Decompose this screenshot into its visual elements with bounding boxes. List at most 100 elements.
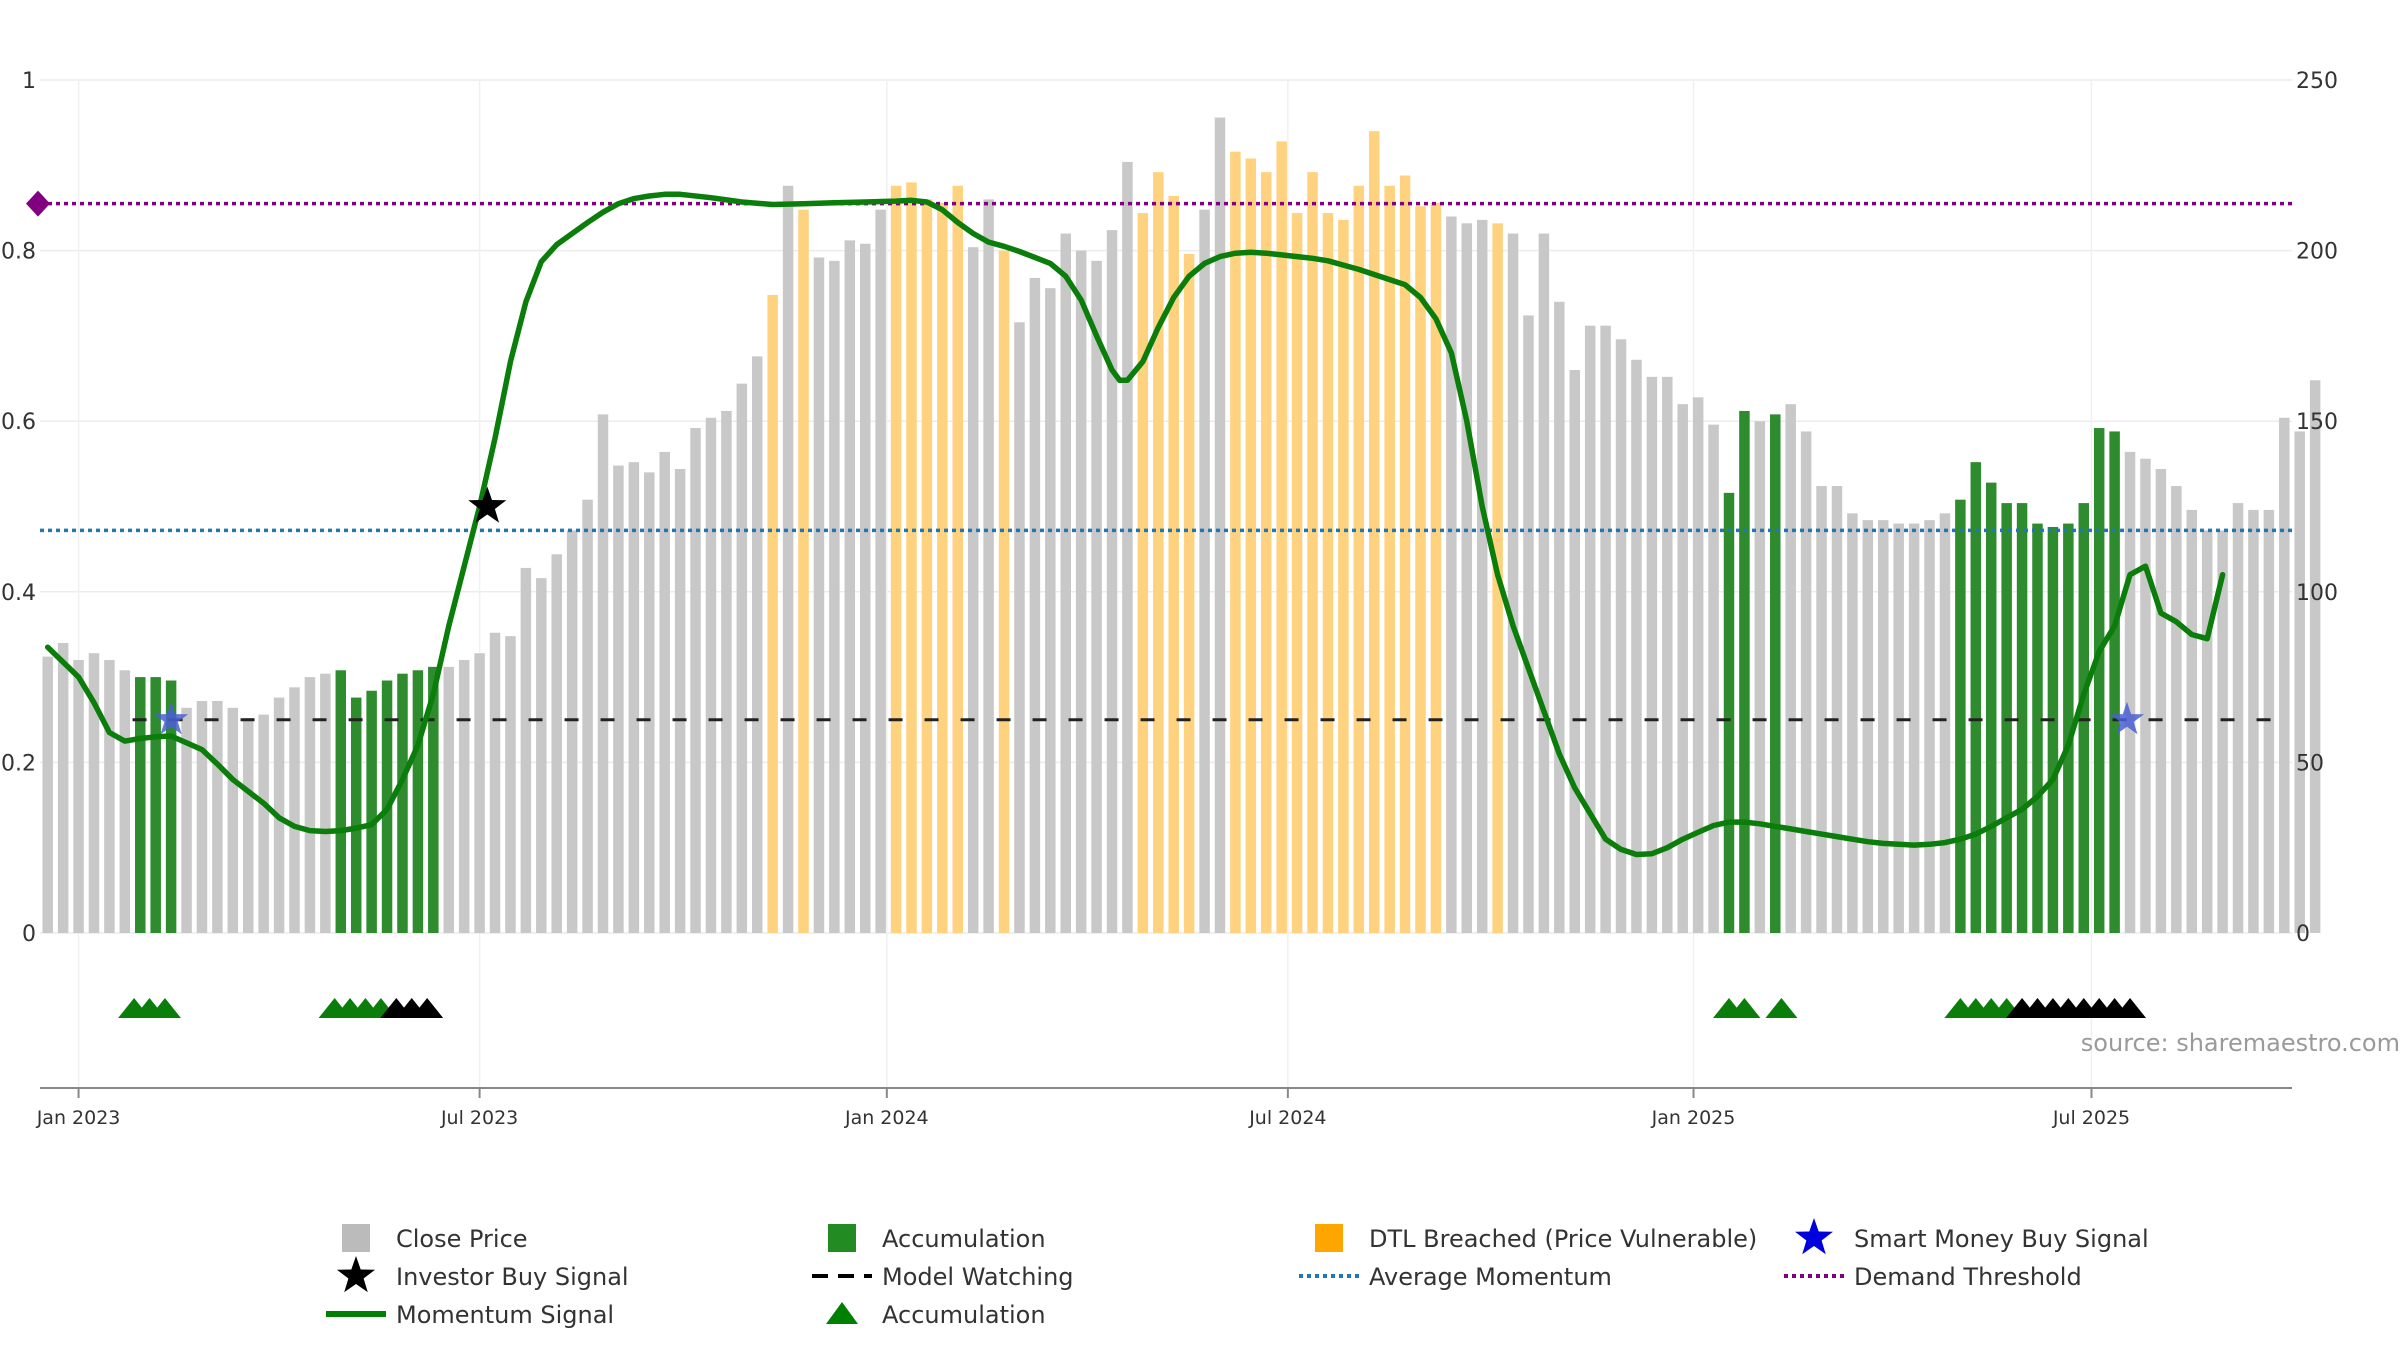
close-price-bar <box>1122 161 1133 933</box>
source-label: source: sharemaestro.com <box>2081 1029 2400 1057</box>
legend-item: Model Watching <box>812 1263 1074 1291</box>
legend-triangle <box>826 1302 858 1324</box>
momentum-signal <box>44 191 2226 858</box>
close-price-bar <box>304 677 316 933</box>
model-watching-marker <box>2114 998 2147 1018</box>
dtl-breached-bar <box>1338 219 1349 934</box>
legend-item: Smart Money Buy Signal <box>1795 1218 2149 1255</box>
close-price-bar <box>458 660 470 933</box>
demand-threshold <box>26 190 2292 217</box>
close-price-bar <box>1692 397 1704 933</box>
legend-star <box>337 1256 375 1293</box>
close-price-bar <box>1554 301 1565 933</box>
close-price-bar <box>2124 451 2136 933</box>
right-tick-label: 250 <box>2296 69 2338 94</box>
close-price-bar <box>57 642 69 933</box>
right-tick-label: 0 <box>2296 922 2310 947</box>
close-price-bar <box>844 240 856 933</box>
close-price-bar <box>1908 523 1920 933</box>
close-price-bar <box>983 199 994 934</box>
close-price-bars <box>42 117 2321 934</box>
close-price-bar <box>1708 424 1719 933</box>
dtl-breached-bar <box>998 250 1010 934</box>
smart-money-star <box>154 701 189 735</box>
legend-swatch <box>828 1224 856 1252</box>
dtl-breached-bar <box>1384 185 1395 934</box>
close-price-bar <box>875 209 886 933</box>
dtl-breached-bar <box>1168 196 1179 933</box>
close-price-bar <box>1924 520 1935 933</box>
close-price-bar <box>1662 376 1673 933</box>
accumulation-bar <box>2047 526 2059 933</box>
accumulation-bar <box>1723 492 1735 933</box>
close-price-bar <box>536 578 547 933</box>
dtl-breached-bar <box>1399 175 1411 933</box>
lower-panel <box>118 998 2147 1018</box>
left-tick-label: 1 <box>22 69 36 94</box>
close-price-bar <box>736 383 748 934</box>
right-tick-label: 100 <box>2296 581 2338 606</box>
legend-label: Momentum Signal <box>396 1301 614 1329</box>
legend-label: Accumulation <box>882 1225 1046 1253</box>
accumulation-bar <box>350 697 362 933</box>
legend-label: Demand Threshold <box>1854 1263 2082 1291</box>
legend-item: Average Momentum <box>1299 1263 1612 1291</box>
smart-money-star <box>2109 701 2145 735</box>
accumulation-bar <box>428 666 439 933</box>
legend-item: Investor Buy Signal <box>337 1256 629 1293</box>
close-price-bar <box>782 185 794 934</box>
legend-swatch <box>1315 1224 1343 1252</box>
accumulation-bar <box>366 690 377 933</box>
dtl-breached-bar <box>952 185 964 934</box>
close-price-bar <box>1060 233 1071 934</box>
right-tick-label: 200 <box>2296 240 2338 265</box>
close-price-bar <box>2263 509 2275 933</box>
dtl-breached-bar <box>906 182 917 934</box>
close-price-bar <box>829 260 840 933</box>
dtl-breached-bar <box>1291 213 1303 933</box>
dtl-breached-bar <box>1415 206 1426 933</box>
close-price-bar <box>1677 404 1688 933</box>
close-price-bar <box>1029 277 1041 933</box>
close-price-bar <box>474 653 485 933</box>
close-price-bar <box>2171 486 2182 933</box>
investor-buy-star <box>468 486 507 523</box>
legend-star <box>1795 1218 1833 1255</box>
close-price-bar <box>1538 233 1550 934</box>
dtl-breached-bar <box>1430 202 1442 933</box>
close-price-bar <box>2140 458 2151 933</box>
close-price-bar <box>1831 486 1843 933</box>
legend-item: Demand Threshold <box>1784 1263 2082 1291</box>
close-price-bar <box>227 707 239 933</box>
close-price-bar <box>520 567 532 933</box>
dtl-breached-bar <box>1353 185 1365 934</box>
close-price-bar <box>1800 431 1812 933</box>
close-price-bar <box>258 714 269 933</box>
model-watching-marker <box>411 998 444 1018</box>
close-price-bar <box>2186 509 2197 933</box>
accumulation-bar <box>2032 523 2043 933</box>
close-price-bar <box>566 530 578 933</box>
left-tick-label: 0.8 <box>1 240 36 265</box>
close-price-bar <box>1785 404 1796 933</box>
legend-item: Accumulation <box>828 1224 1046 1253</box>
close-price-bar <box>721 410 732 933</box>
close-price-bar <box>1847 513 1858 933</box>
close-price-bar <box>690 428 701 933</box>
left-tick-label: 0.4 <box>1 581 36 606</box>
close-price-bar <box>1816 486 1827 933</box>
legend-swatch <box>342 1224 370 1252</box>
right-tick-label: 150 <box>2296 410 2338 435</box>
dtl-breached-bar <box>1230 151 1241 934</box>
close-price-bar <box>1476 219 1488 934</box>
accumulation-marker <box>1765 998 1798 1018</box>
close-price-bar <box>212 700 223 933</box>
left-axis: 0 0.2 0.4 0.6 0.8 1 <box>1 69 36 947</box>
right-tick-label: 50 <box>2296 751 2324 776</box>
legend-label: Model Watching <box>882 1263 1074 1291</box>
close-price-bar <box>1106 230 1118 934</box>
close-price-bar <box>1754 421 1766 933</box>
accumulation-bar <box>335 670 347 933</box>
close-price-bar <box>2309 380 2321 934</box>
x-tick-label: Jul 2025 <box>2052 1107 2130 1129</box>
